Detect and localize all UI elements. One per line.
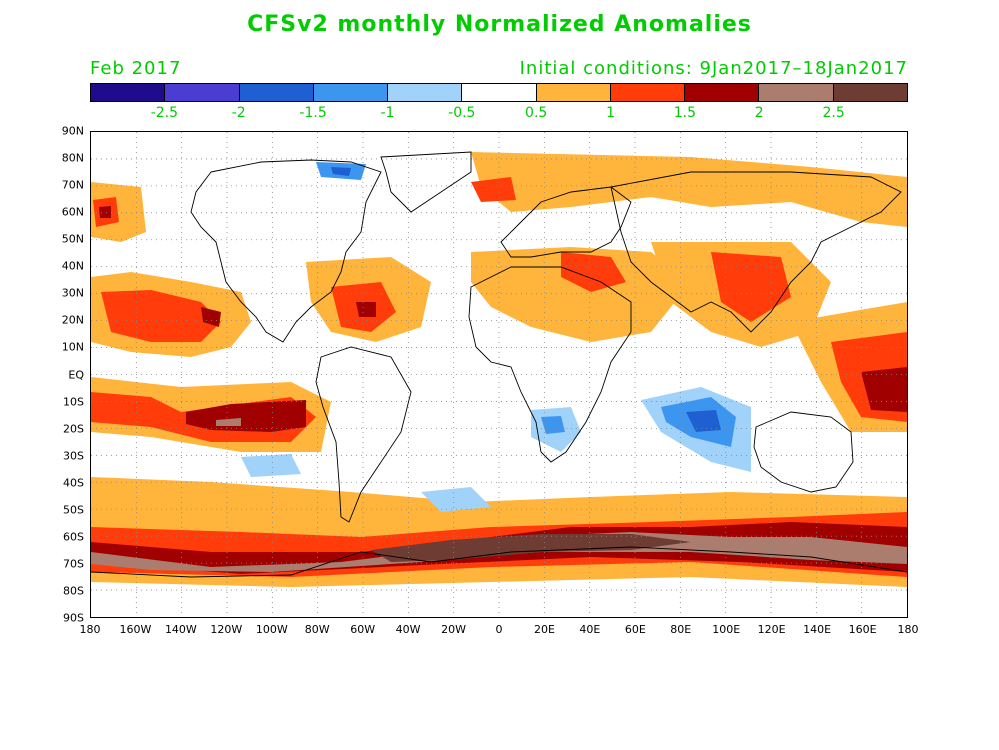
latitude-label: 40N <box>61 259 84 273</box>
legend-label: 1 <box>606 105 615 121</box>
latitude-label: 20S <box>63 422 84 436</box>
latitude-label: 70N <box>61 178 84 192</box>
longitude-label: 140E <box>803 623 832 636</box>
latitude-label: 30N <box>61 286 84 300</box>
latitude-label: 80N <box>61 151 84 165</box>
legend-swatch <box>313 84 389 101</box>
latitude-label: 10S <box>63 395 84 409</box>
longitude-label: 60W <box>350 623 376 636</box>
latitude-label: 80S <box>63 584 84 598</box>
legend-label: 0.5 <box>525 105 548 121</box>
latitude-label: 60S <box>63 530 84 544</box>
longitude-label: 100E <box>712 623 741 636</box>
longitude-label: 160W <box>119 623 152 636</box>
longitude-label: 160E <box>848 623 877 636</box>
legend-label: -2.5 <box>150 105 179 121</box>
legend-swatch <box>388 84 463 101</box>
latitude-label: 50N <box>61 232 84 246</box>
legend-swatch <box>462 84 537 101</box>
longitude-label: 140W <box>164 623 197 636</box>
longitude-label: 20E <box>533 623 555 636</box>
legend-swatch <box>685 84 760 101</box>
graticule <box>91 132 907 617</box>
map-title: CFSv2 monthly Normalized Anomalies <box>247 12 752 37</box>
legend-swatch <box>759 84 834 101</box>
latitude-label: 30S <box>63 449 84 463</box>
longitude-label: 20W <box>441 623 466 636</box>
latitude-label: 20N <box>61 313 84 327</box>
legend-swatch <box>239 84 314 101</box>
legend-label: -2 <box>231 105 246 121</box>
legend-swatch <box>610 84 686 101</box>
longitude-label: 120W <box>210 623 243 636</box>
longitude-label: 40E <box>579 623 601 636</box>
longitude-label: 180 <box>897 623 919 636</box>
longitude-label: 0 <box>495 623 503 636</box>
latitude-label: 90S <box>63 611 84 625</box>
initial-conditions: Initial conditions: 9Jan2017–18Jan2017 <box>519 58 908 79</box>
latitude-label: 50S <box>63 503 84 517</box>
latitude-label: 40S <box>63 476 84 490</box>
longitude-label: 80E <box>670 623 692 636</box>
color-legend <box>90 83 908 102</box>
valid-month: Feb 2017 <box>90 58 182 79</box>
map-canvas <box>91 132 907 617</box>
coastlines <box>91 151 907 578</box>
legend-label: -1 <box>380 105 395 121</box>
legend-swatch <box>91 84 166 101</box>
latitude-label: 10N <box>61 340 84 354</box>
legend-label: 2 <box>754 105 764 121</box>
longitude-label: 120E <box>757 623 786 636</box>
legend-swatch <box>833 84 907 101</box>
longitude-label: 80W <box>304 623 330 636</box>
legend-label: 1.5 <box>673 105 697 121</box>
legend-swatch <box>536 84 611 101</box>
legend-label: 2.5 <box>822 105 845 121</box>
legend-label: -0.5 <box>448 105 476 121</box>
latitude-label: 70S <box>63 557 84 571</box>
latitude-label: 60N <box>61 205 84 219</box>
legend-swatch <box>165 84 240 101</box>
longitude-label: 60E <box>624 623 646 636</box>
latitude-label: 90N <box>61 124 84 138</box>
longitude-label: 180 <box>79 623 101 636</box>
legend-label: -1.5 <box>299 105 327 121</box>
anomaly-fields <box>91 152 907 587</box>
longitude-label: 40W <box>395 623 421 636</box>
longitude-label: 100W <box>255 623 288 636</box>
anomaly-map <box>90 131 908 618</box>
latitude-label: EQ <box>68 368 84 381</box>
